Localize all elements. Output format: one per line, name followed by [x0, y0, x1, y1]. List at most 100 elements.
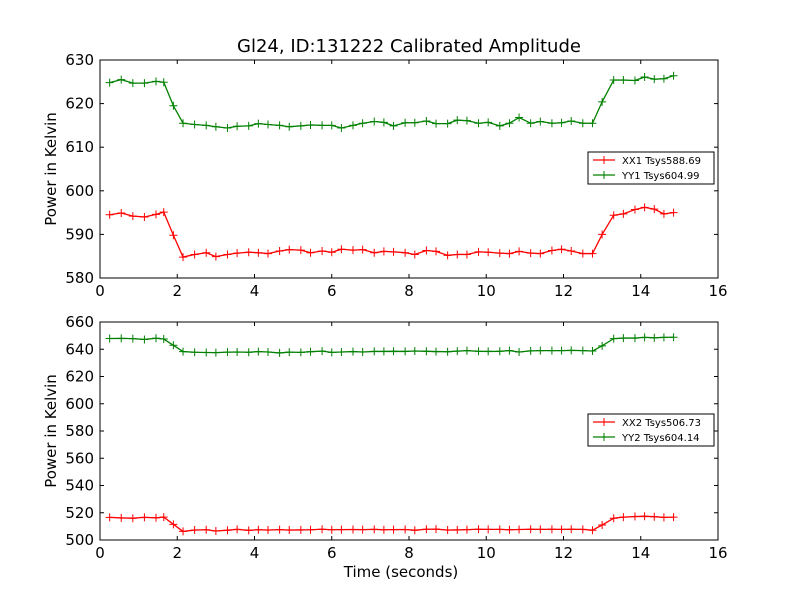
data-point: [327, 121, 336, 130]
data-point: [190, 120, 199, 129]
data-point: [152, 210, 161, 219]
data-point: [598, 230, 607, 239]
data-point: [557, 245, 566, 254]
data-point: [526, 346, 535, 355]
data-point: [515, 347, 524, 356]
data-point: [432, 525, 441, 534]
data-point: [140, 335, 149, 344]
data-point: [515, 525, 524, 534]
data-point: [432, 119, 441, 128]
series-markers-2: [105, 333, 678, 357]
data-point: [619, 513, 628, 522]
data-point: [484, 525, 493, 534]
data-point: [105, 334, 114, 343]
data-point: [640, 512, 649, 521]
data-point: [619, 76, 628, 85]
data-point: [140, 79, 149, 88]
data-point: [254, 347, 263, 356]
data-point: [211, 348, 220, 357]
data-point: [630, 334, 639, 343]
data-point: [401, 248, 410, 257]
data-point: [105, 210, 114, 219]
y-tick-label: 620: [65, 368, 94, 386]
y-tick-label: 610: [65, 138, 94, 156]
y-tick-label: 660: [65, 313, 94, 331]
x-tick-label: 12: [554, 544, 573, 562]
data-point: [453, 525, 462, 534]
data-point: [474, 247, 483, 256]
data-point: [432, 347, 441, 356]
data-point: [275, 348, 284, 357]
data-point: [254, 119, 263, 128]
data-point: [337, 525, 346, 534]
data-point: [547, 246, 556, 255]
data-point: [515, 247, 524, 256]
data-point: [202, 248, 211, 257]
data-point: [190, 348, 199, 357]
data-point: [275, 525, 284, 534]
legend-entry: XX2 Tsys506.73: [622, 418, 701, 429]
data-point: [410, 347, 419, 356]
data-point: [422, 117, 431, 126]
data-point: [619, 209, 628, 218]
x-tick-label: 2: [172, 282, 182, 300]
data-point: [233, 249, 242, 258]
data-point: [650, 333, 659, 342]
data-point: [169, 101, 178, 110]
data-point: [462, 525, 471, 534]
data-point: [389, 525, 398, 534]
data-point: [117, 513, 126, 522]
y-tick-label: 600: [65, 182, 94, 200]
legend-swatch-marker: [600, 433, 608, 441]
data-point: [254, 248, 263, 257]
data-point: [159, 208, 168, 217]
legend: XX2 Tsys506.73 YY2 Tsys604.14: [587, 413, 715, 447]
x-tick-label: 4: [250, 544, 260, 562]
data-point: [401, 118, 410, 127]
data-point: [152, 513, 161, 522]
legend: XX1 Tsys588.69 YY1 Tsys604.99: [587, 151, 715, 185]
data-point: [650, 512, 659, 521]
data-point: [659, 513, 668, 522]
data-point: [348, 246, 357, 255]
chart-title: Gl24, ID:131222 Calibrated Amplitude: [237, 36, 581, 57]
data-point: [169, 341, 178, 350]
data-point: [190, 250, 199, 259]
data-point: [453, 250, 462, 259]
data-point: [179, 347, 188, 356]
data-point: [505, 346, 514, 355]
y-axis-label: Power in Kelvin: [42, 112, 60, 226]
data-point: [536, 346, 545, 355]
data-point: [358, 119, 367, 128]
data-point: [410, 526, 419, 535]
data-point: [275, 121, 284, 130]
data-point: [306, 525, 315, 534]
data-point: [159, 513, 168, 522]
data-point: [462, 250, 471, 259]
data-point: [152, 334, 161, 343]
data-point: [306, 347, 315, 356]
y-tick-label: 560: [65, 449, 94, 467]
legend-box: [587, 413, 715, 447]
data-point: [244, 248, 253, 257]
data-point: [515, 113, 524, 122]
data-point: [211, 122, 220, 131]
data-point: [567, 246, 576, 255]
x-tick-label: 16: [708, 544, 727, 562]
data-point: [285, 348, 294, 357]
data-point: [244, 526, 253, 535]
data-point: [443, 251, 452, 260]
data-point: [389, 347, 398, 356]
data-point: [254, 525, 263, 534]
data-point: [379, 525, 388, 534]
data-point: [536, 117, 545, 126]
legend-entry: YY2 Tsys604.14: [621, 433, 700, 444]
data-point: [640, 73, 649, 81]
data-point: [348, 121, 357, 130]
data-point: [422, 525, 431, 534]
data-point: [578, 525, 587, 534]
data-point: [244, 348, 253, 357]
legend-entry: XX1 Tsys588.69: [622, 156, 701, 167]
